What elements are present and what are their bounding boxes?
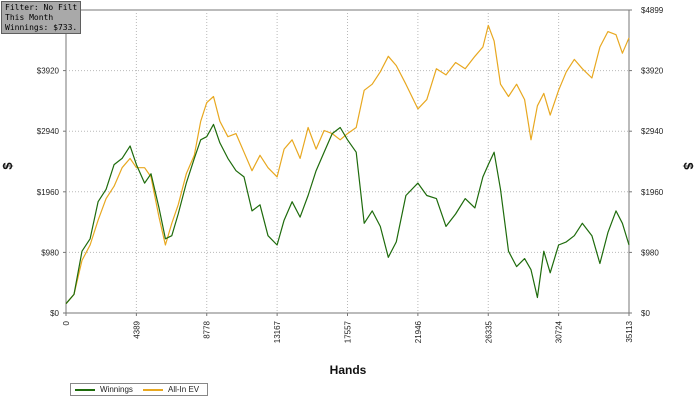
x-tick-label: 30724 (555, 320, 564, 343)
x-tick-label: 0 (62, 320, 71, 325)
y-tick-label-right: $1960 (641, 188, 664, 197)
filter-info-box: Filter: No Filter This Month Winnings: $… (1, 1, 81, 34)
x-axis-label: Hands (330, 363, 367, 377)
legend: Winnings All-In EV (70, 383, 208, 396)
y-tick-label-right: $4899 (641, 6, 664, 15)
y-tick-label-left: $1960 (37, 188, 60, 197)
y-axis-label-left: $ (0, 162, 15, 170)
legend-label-winnings: Winnings (100, 385, 133, 394)
series-layer (65, 24, 630, 305)
winnings-text: Winnings: $733.30 (5, 23, 77, 32)
x-tick-label: 4389 (132, 320, 141, 338)
y-tick-label-left: $3920 (37, 67, 60, 76)
legend-swatch-winnings (75, 389, 95, 391)
y-tick-label-right: $3920 (641, 67, 664, 76)
x-tick-label: 8778 (203, 320, 212, 338)
x-tick-label: 26335 (484, 320, 493, 343)
legend-label-allin-ev: All-In EV (168, 385, 200, 394)
y-tick-label-left: $2940 (37, 127, 60, 136)
x-tick-label: 13167 (273, 320, 282, 343)
y-tick-label-right: $2940 (641, 127, 664, 136)
filter-text: Filter: No Filter (5, 3, 77, 12)
series-line-winnings (65, 123, 630, 305)
x-tick-label: 21946 (414, 320, 423, 343)
series-line-allin-ev (65, 24, 630, 305)
grid (66, 10, 629, 313)
legend-swatch-allin-ev (143, 389, 163, 391)
y-tick-label-left: $980 (41, 248, 59, 257)
y-tick-label-right: $0 (641, 309, 650, 318)
period-text: This Month (5, 13, 54, 22)
y-tick-label-left: $0 (50, 309, 59, 318)
y-axis-label-right: $ (681, 162, 696, 170)
legend-item-allin-ev: All-In EV (141, 384, 207, 395)
legend-item-winnings: Winnings (73, 384, 139, 395)
x-tick-label: 35113 (625, 320, 634, 342)
y-tick-label-right: $980 (641, 248, 659, 257)
x-tick-label: 17557 (344, 320, 353, 343)
ticks: $0 $0 $980 $980 $1960 $1960 $2940 $2940 $3920 $39… (37, 6, 664, 343)
